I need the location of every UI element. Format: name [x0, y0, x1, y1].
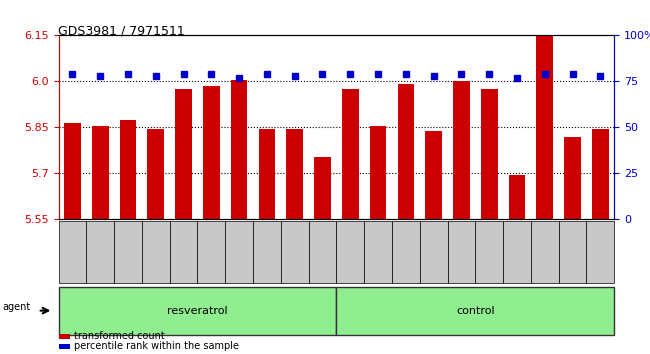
- Text: GSM801209: GSM801209: [207, 229, 216, 275]
- Text: GSM801207: GSM801207: [179, 229, 188, 275]
- Text: GSM801217: GSM801217: [318, 229, 327, 275]
- Text: GSM801210: GSM801210: [235, 229, 244, 275]
- Bar: [92, 126, 109, 219]
- Text: GSM801216: GSM801216: [596, 229, 605, 275]
- Bar: [203, 86, 220, 219]
- Text: resveratrol: resveratrol: [167, 306, 228, 316]
- Text: GDS3981 / 7971511: GDS3981 / 7971511: [58, 25, 185, 38]
- Bar: [592, 129, 608, 219]
- Text: GSM801213: GSM801213: [263, 229, 272, 275]
- Text: GSM801208: GSM801208: [485, 229, 494, 275]
- Bar: [64, 123, 81, 219]
- Bar: [481, 89, 497, 219]
- Bar: [342, 89, 359, 219]
- Bar: [176, 89, 192, 219]
- Bar: [259, 129, 275, 219]
- Text: GSM801198: GSM801198: [68, 229, 77, 275]
- Bar: [564, 137, 581, 219]
- Bar: [536, 35, 553, 219]
- Text: GSM801212: GSM801212: [540, 229, 549, 275]
- Text: control: control: [456, 306, 495, 316]
- Bar: [398, 85, 414, 219]
- Text: GSM801200: GSM801200: [96, 229, 105, 275]
- Text: GSM801215: GSM801215: [290, 229, 299, 275]
- Bar: [120, 120, 136, 219]
- Bar: [231, 80, 248, 219]
- Text: agent: agent: [2, 302, 30, 312]
- Bar: [148, 129, 164, 219]
- Text: percentile rank within the sample: percentile rank within the sample: [74, 341, 239, 351]
- Text: GSM801214: GSM801214: [568, 229, 577, 275]
- Text: GSM801203: GSM801203: [124, 229, 133, 275]
- Bar: [370, 126, 386, 219]
- Bar: [425, 131, 442, 219]
- Text: transformed count: transformed count: [74, 331, 165, 341]
- Text: GSM801205: GSM801205: [151, 229, 161, 275]
- Bar: [509, 175, 525, 219]
- Text: GSM801202: GSM801202: [401, 229, 410, 275]
- Text: GSM801199: GSM801199: [346, 229, 355, 275]
- Text: GSM801204: GSM801204: [429, 229, 438, 275]
- Bar: [453, 81, 470, 219]
- Text: GSM801206: GSM801206: [457, 229, 466, 275]
- Text: GSM801211: GSM801211: [512, 229, 521, 275]
- Bar: [287, 129, 303, 219]
- Text: GSM801201: GSM801201: [374, 229, 383, 275]
- Bar: [314, 156, 331, 219]
